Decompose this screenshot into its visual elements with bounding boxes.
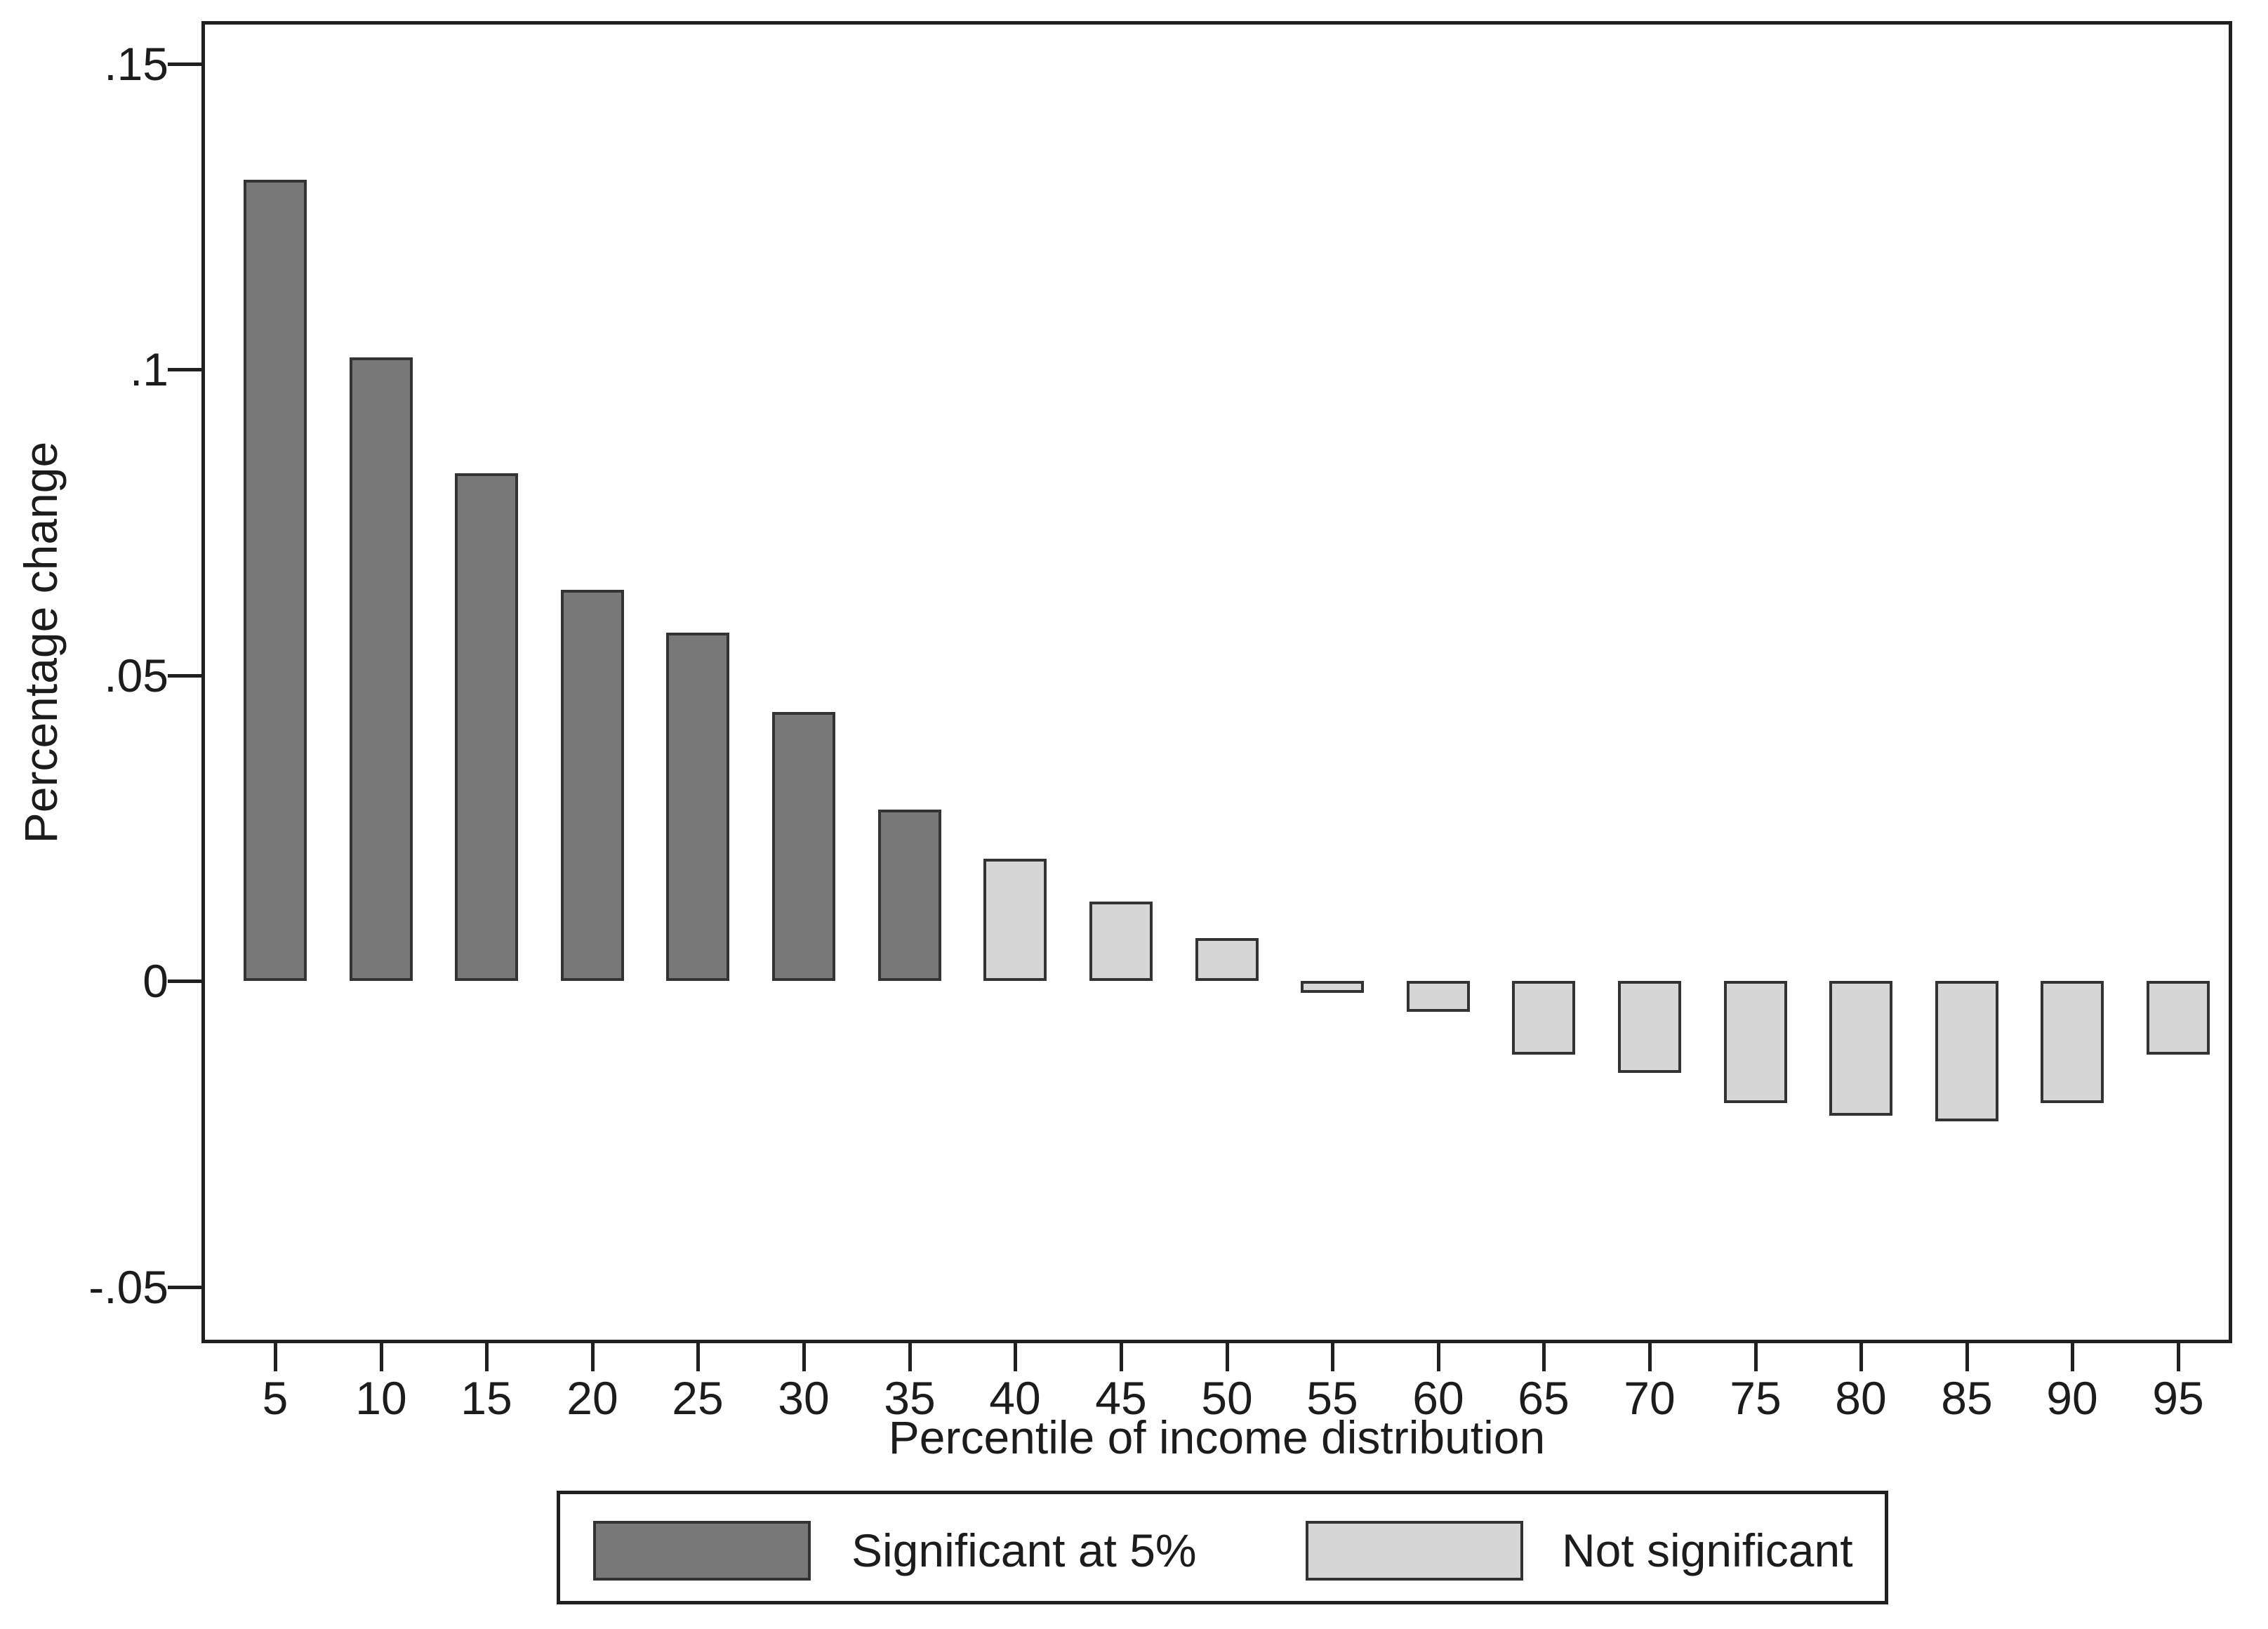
legend-label-significant: Significant at 5% <box>851 1524 1197 1576</box>
y-tick-mark <box>168 1286 201 1289</box>
y-tick-label: 0 <box>142 955 168 1007</box>
x-tick-mark <box>1014 1343 1017 1371</box>
x-tick-label: 75 <box>1730 1372 1782 1424</box>
x-tick-mark <box>696 1343 700 1371</box>
bar-p50 <box>1195 938 1259 981</box>
bar-p75 <box>1724 981 1787 1103</box>
x-tick-label: 5 <box>262 1372 289 1424</box>
plot-area <box>201 21 2232 1343</box>
bar-p65 <box>1512 981 1575 1055</box>
x-tick-label: 20 <box>566 1372 618 1424</box>
y-axis-title: Percentage change <box>15 441 67 844</box>
legend-swatch-not-significant <box>1306 1521 1523 1581</box>
bar-p85 <box>1935 981 1998 1121</box>
x-tick-label: 50 <box>1201 1372 1253 1424</box>
bar-p95 <box>2147 981 2210 1055</box>
x-tick-label: 10 <box>355 1372 407 1424</box>
x-tick-mark <box>1331 1343 1334 1371</box>
x-tick-mark <box>1754 1343 1758 1371</box>
bar-p15 <box>455 473 518 981</box>
y-tick-mark <box>168 368 201 371</box>
bar-p45 <box>1089 902 1153 981</box>
bar-p90 <box>2041 981 2104 1103</box>
y-tick-label: .05 <box>104 649 168 701</box>
x-tick-label: 90 <box>2046 1372 2098 1424</box>
x-tick-mark <box>2177 1343 2180 1371</box>
bar-p80 <box>1829 981 1892 1116</box>
x-tick-label: 25 <box>672 1372 724 1424</box>
x-axis-title: Percentile of income distribution <box>888 1411 1546 1463</box>
x-tick-mark <box>380 1343 383 1371</box>
x-tick-label: 15 <box>460 1372 512 1424</box>
x-tick-mark <box>1859 1343 1863 1371</box>
bar-p5 <box>244 180 307 981</box>
x-tick-label: 80 <box>1835 1372 1887 1424</box>
x-tick-label: 30 <box>778 1372 830 1424</box>
legend-swatch-significant <box>593 1521 811 1581</box>
x-tick-label: 60 <box>1412 1372 1464 1424</box>
legend-label-not-significant: Not significant <box>1562 1524 1853 1576</box>
x-tick-label: 35 <box>884 1372 936 1424</box>
x-tick-mark <box>2071 1343 2074 1371</box>
y-tick-label: .15 <box>104 38 168 90</box>
x-tick-mark <box>1965 1343 1969 1371</box>
x-tick-label: 55 <box>1306 1372 1358 1424</box>
x-tick-mark <box>908 1343 912 1371</box>
x-tick-mark <box>485 1343 489 1371</box>
x-tick-label: 95 <box>2152 1372 2204 1424</box>
x-tick-label: 40 <box>989 1372 1041 1424</box>
x-tick-label: 45 <box>1095 1372 1147 1424</box>
legend: Significant at 5% Not significant <box>557 1491 1888 1604</box>
x-tick-label: 85 <box>1941 1372 1993 1424</box>
x-tick-label: 70 <box>1624 1372 1676 1424</box>
bar-p55 <box>1301 981 1364 993</box>
x-tick-mark <box>591 1343 595 1371</box>
x-tick-label: 65 <box>1518 1372 1570 1424</box>
bar-p25 <box>666 633 729 981</box>
x-tick-mark <box>1226 1343 1229 1371</box>
y-tick-mark <box>168 674 201 678</box>
bar-p35 <box>878 810 941 981</box>
x-tick-mark <box>1542 1343 1546 1371</box>
y-tick-mark <box>168 980 201 983</box>
bar-p30 <box>772 712 835 981</box>
x-tick-mark <box>1437 1343 1440 1371</box>
y-tick-label: .1 <box>129 343 168 395</box>
bar-p70 <box>1618 981 1681 1073</box>
x-tick-mark <box>1120 1343 1123 1371</box>
x-tick-mark <box>274 1343 277 1371</box>
bar-p60 <box>1407 981 1470 1012</box>
bar-p10 <box>350 357 413 981</box>
y-tick-label: -.05 <box>88 1261 168 1313</box>
bar-p40 <box>983 859 1047 981</box>
x-tick-mark <box>1648 1343 1652 1371</box>
x-tick-mark <box>802 1343 806 1371</box>
bar-p20 <box>561 590 624 981</box>
y-tick-mark <box>168 62 201 66</box>
